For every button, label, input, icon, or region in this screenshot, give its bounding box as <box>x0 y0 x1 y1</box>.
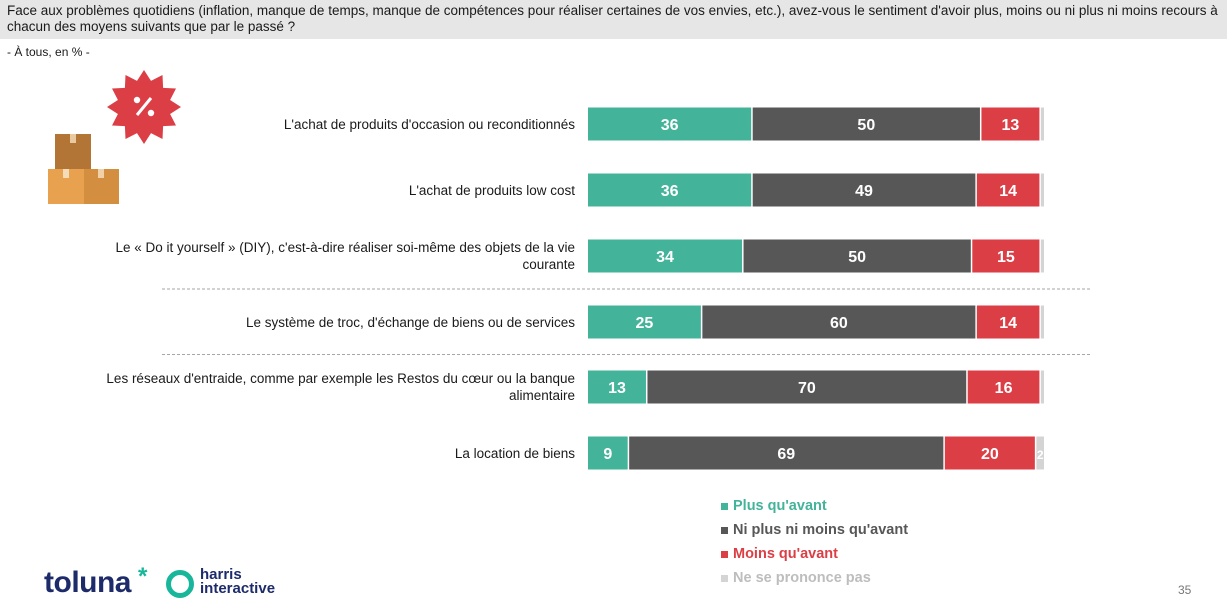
bar-segment <box>588 173 752 207</box>
category-label: La location de biens <box>454 445 575 461</box>
bar-segment <box>972 239 1040 273</box>
data-label: 34 <box>656 249 674 266</box>
bar-segment <box>588 239 743 273</box>
data-label: 14 <box>999 315 1017 332</box>
category-label: L'achat de produits low cost <box>408 182 575 198</box>
bar-segment <box>1040 305 1044 339</box>
data-label: 60 <box>830 315 848 332</box>
data-label: 25 <box>636 315 654 332</box>
toluna-logo: toluna <box>44 566 132 599</box>
bar-segment <box>1040 173 1044 207</box>
legend-label: Moins qu'avant <box>733 546 838 562</box>
bar-segment <box>1040 107 1044 141</box>
legend-swatch <box>721 526 728 534</box>
percent-badge-icon <box>107 70 181 144</box>
bar-segment <box>702 305 976 339</box>
bar-segment <box>588 436 628 470</box>
question-text: Face aux problèmes quotidiens (inflation… <box>7 3 1218 34</box>
question-banner: Face aux problèmes quotidiens (inflation… <box>0 0 1227 39</box>
data-label: 13 <box>1002 117 1020 134</box>
bar-segment <box>647 370 967 404</box>
legend-item: Ne se prononce pas <box>721 566 908 590</box>
data-label: 16 <box>995 380 1013 397</box>
bar-segment <box>588 370 646 404</box>
legend-label: Ni plus ni moins qu'avant <box>733 522 909 538</box>
boxes-icon <box>48 134 119 204</box>
base-subtitle: - À tous, en % - <box>7 45 90 59</box>
harris-logo-line1: harris <box>200 566 242 583</box>
data-label: 50 <box>857 117 875 134</box>
bar-segment <box>752 107 980 141</box>
category-label: Les réseaux d'entraide, comme par exempl… <box>106 371 575 403</box>
bar-segment <box>967 370 1040 404</box>
category-label: Le système de troc, d'échange de biens o… <box>245 314 575 330</box>
data-label: 50 <box>848 249 866 266</box>
data-label: 70 <box>798 380 816 397</box>
data-label: 36 <box>661 117 679 134</box>
data-label: 36 <box>661 183 679 200</box>
bar-segment <box>944 436 1035 470</box>
legend-label: Ne se prononce pas <box>733 570 871 586</box>
chart-legend: Plus qu'avant Ni plus ni moins qu'avant Mo… <box>721 494 908 590</box>
bar-segment <box>1036 436 1044 470</box>
legend-item: Ni plus ni moins qu'avant <box>721 518 908 542</box>
bar-segment <box>588 107 752 141</box>
legend-item: Plus qu'avant <box>721 494 908 518</box>
bar-segment <box>1040 370 1044 404</box>
legend-swatch <box>721 502 728 510</box>
page-number: 35 <box>1178 583 1192 597</box>
bar-segment <box>752 173 976 207</box>
bar-segment <box>588 305 701 339</box>
data-label: 2 <box>1037 448 1044 462</box>
harris-logo-line2: interactive <box>200 580 276 597</box>
category-label: Le « Do it yourself » (DIY), c'est-à-dir… <box>115 240 575 272</box>
bar-segment <box>976 173 1040 207</box>
legend-item: Moins qu'avant <box>721 542 908 566</box>
legend-swatch <box>721 550 728 558</box>
data-label: 15 <box>997 249 1015 266</box>
toluna-star-icon: * <box>138 563 148 590</box>
harris-ring-icon <box>166 570 194 598</box>
category-label: L'achat de produits d'occasion ou recond… <box>283 116 575 132</box>
bar-segment <box>743 239 971 273</box>
bar-segment <box>981 107 1040 141</box>
bar-segment <box>1040 239 1044 273</box>
data-label: 69 <box>777 446 795 463</box>
data-label: 14 <box>999 183 1017 200</box>
legend-swatch <box>721 574 728 582</box>
data-label: 49 <box>855 183 873 200</box>
bar-segment <box>976 305 1040 339</box>
bar-segment <box>629 436 944 470</box>
data-label: 13 <box>608 380 626 397</box>
data-label: 20 <box>981 446 999 463</box>
harris-interactive-logo: harris interactive <box>200 566 276 597</box>
legend-label: Plus qu'avant <box>733 498 827 514</box>
data-label: 9 <box>603 446 612 463</box>
